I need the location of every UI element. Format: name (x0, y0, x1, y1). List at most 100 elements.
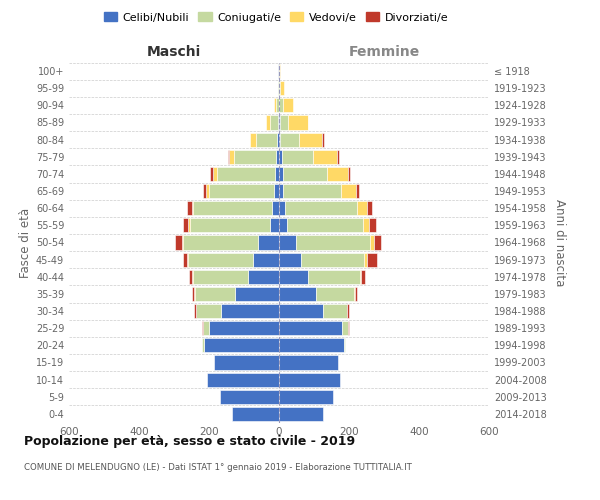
Bar (209, 321, 279, 335)
Bar (368, 218, 376, 232)
Bar (196, 304, 221, 318)
Bar (279, 321, 342, 335)
Text: Maschi: Maschi (147, 45, 201, 59)
Bar (175, 236, 182, 250)
Bar (206, 184, 209, 198)
Bar (337, 150, 339, 164)
Bar (279, 98, 283, 112)
Bar (341, 184, 356, 198)
Bar (278, 116, 279, 130)
Bar (269, 116, 278, 130)
Bar (363, 218, 368, 232)
Bar (203, 321, 209, 335)
Bar (367, 201, 372, 215)
Bar (279, 287, 316, 301)
Bar (235, 287, 279, 301)
Bar (274, 98, 276, 112)
Bar (183, 252, 187, 266)
Bar (275, 167, 279, 181)
Bar (289, 116, 308, 130)
Bar (313, 150, 337, 164)
Bar (187, 201, 191, 215)
Bar (280, 116, 289, 130)
Bar (187, 252, 188, 266)
Bar (344, 338, 345, 352)
Y-axis label: Anni di nascita: Anni di nascita (553, 199, 566, 286)
Bar (280, 132, 299, 146)
Bar (299, 132, 322, 146)
Bar (296, 236, 370, 250)
Bar (357, 201, 367, 215)
Text: Femmine: Femmine (349, 45, 419, 59)
Text: Popolazione per età, sesso e stato civile - 2019: Popolazione per età, sesso e stato civil… (24, 435, 355, 448)
Bar (182, 236, 183, 250)
Bar (194, 304, 196, 318)
Bar (270, 218, 279, 232)
Bar (279, 116, 280, 130)
Bar (188, 270, 192, 284)
Bar (373, 236, 381, 250)
Bar (202, 321, 203, 335)
Bar (193, 270, 248, 284)
Bar (210, 167, 213, 181)
Bar (355, 287, 358, 301)
Bar (277, 132, 279, 146)
Bar (229, 150, 233, 164)
Bar (286, 201, 357, 215)
Bar (188, 252, 253, 266)
Bar (323, 304, 347, 318)
Bar (279, 407, 323, 421)
Bar (191, 201, 193, 215)
Bar (194, 287, 195, 301)
Bar (282, 150, 313, 164)
Bar (322, 132, 324, 146)
Bar (213, 167, 217, 181)
Bar (191, 287, 194, 301)
Bar (280, 81, 284, 95)
Bar (278, 64, 279, 78)
Bar (279, 201, 286, 215)
Text: COMUNE DI MELENDUGNO (LE) - Dati ISTAT 1° gennaio 2019 - Elaborazione TUTTITALIA: COMUNE DI MELENDUGNO (LE) - Dati ISTAT 1… (24, 462, 412, 471)
Bar (275, 150, 279, 164)
Bar (356, 184, 359, 198)
Bar (279, 338, 344, 352)
Bar (278, 81, 279, 95)
Bar (316, 287, 353, 301)
Bar (248, 270, 279, 284)
Bar (195, 287, 235, 301)
Bar (287, 218, 363, 232)
Bar (279, 167, 283, 181)
Bar (308, 270, 359, 284)
Bar (272, 201, 279, 215)
Bar (279, 372, 340, 386)
Bar (188, 218, 190, 232)
Bar (221, 304, 279, 318)
Bar (183, 218, 188, 232)
Bar (279, 270, 308, 284)
Bar (192, 270, 193, 284)
Bar (266, 116, 269, 130)
Bar (279, 356, 338, 370)
Bar (279, 81, 280, 95)
Bar (233, 150, 275, 164)
Bar (204, 338, 279, 352)
Bar (183, 236, 258, 250)
Bar (301, 252, 364, 266)
Bar (283, 167, 328, 181)
Bar (283, 98, 293, 112)
Bar (276, 98, 279, 112)
Bar (279, 184, 283, 198)
Bar (279, 236, 296, 250)
Bar (227, 150, 229, 164)
Bar (274, 184, 279, 198)
Bar (202, 338, 204, 352)
Bar (370, 236, 373, 250)
Bar (348, 321, 349, 335)
Bar (279, 64, 280, 78)
Bar (253, 252, 279, 266)
Bar (256, 132, 277, 146)
Bar (367, 252, 377, 266)
Bar (364, 252, 367, 266)
Bar (347, 304, 349, 318)
Bar (279, 150, 282, 164)
